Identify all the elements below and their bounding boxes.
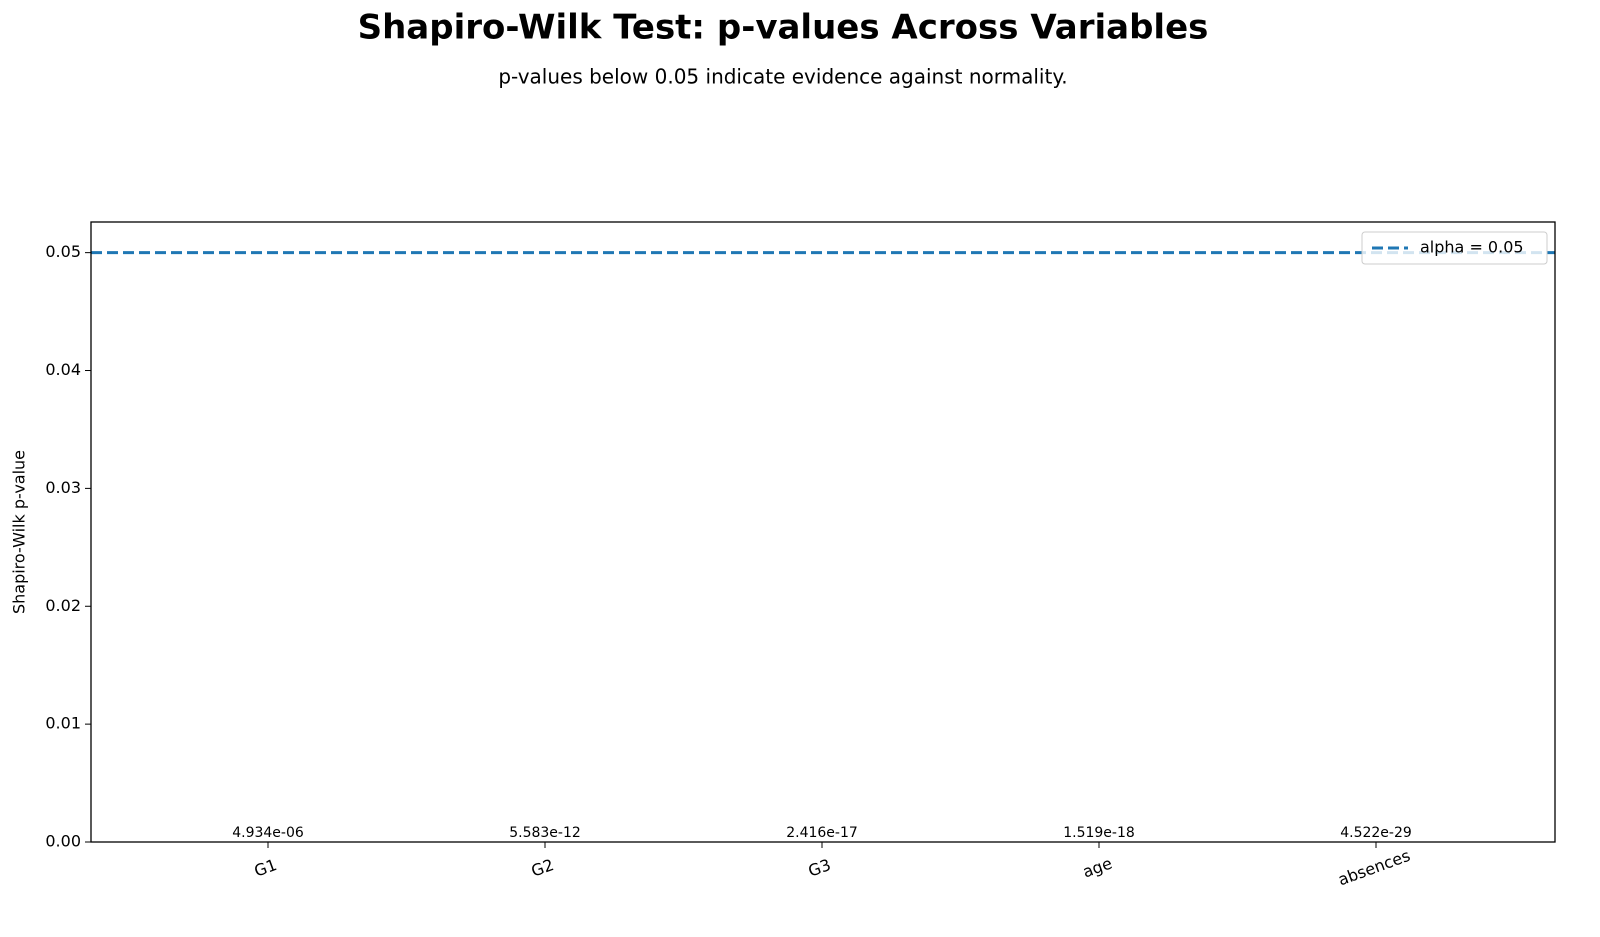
y-tick-label: 0.03 [45,478,81,497]
y-tick-label: 0.00 [45,832,81,851]
y-tick-label: 0.01 [45,714,81,733]
y-tick-label: 0.02 [45,596,81,615]
plot-frame [91,222,1555,842]
value-label: 1.519e-18 [1063,825,1135,841]
y-axis-label: Shapiro-Wilk p-value [10,450,29,614]
y-tick-label: 0.04 [45,360,81,379]
x-tick-label: age [1080,854,1115,882]
chart-title: Shapiro-Wilk Test: p-values Across Varia… [358,8,1209,48]
value-label: 4.522e-29 [1340,825,1412,841]
value-label: 2.416e-17 [786,825,858,841]
y-tick-label: 0.05 [45,242,81,261]
value-label: 5.583e-12 [509,825,581,841]
x-tick-label: absences [1336,846,1413,890]
value-label: 4.934e-06 [232,825,304,841]
x-tick-label: G3 [806,855,834,881]
x-tick-label: G2 [529,855,557,881]
chart-subtitle: p-values below 0.05 indicate evidence ag… [498,65,1067,89]
x-tick-label: G1 [252,855,280,881]
legend-label: alpha = 0.05 [1420,238,1524,257]
